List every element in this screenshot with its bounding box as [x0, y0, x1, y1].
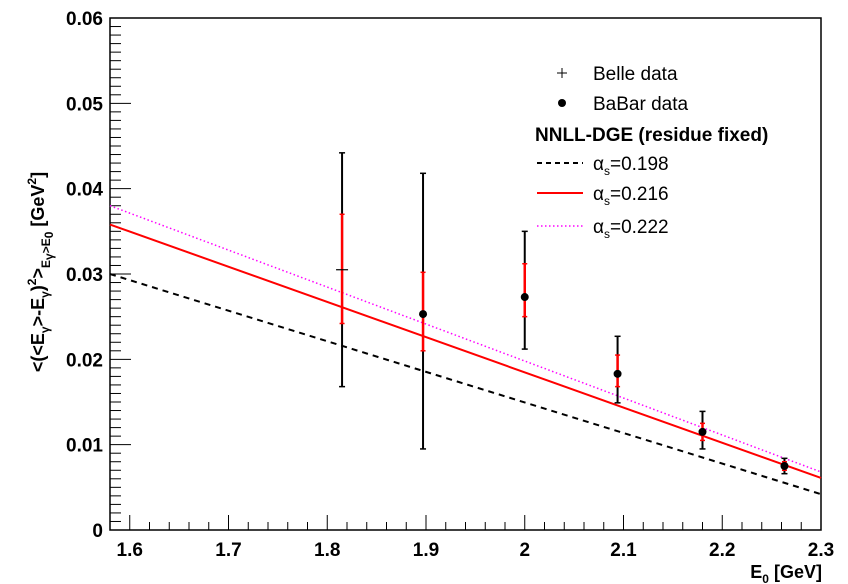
x-axis-title: E0 [GeV] [750, 562, 822, 584]
data-points [336, 152, 789, 475]
theory-curve-0 [109, 273, 822, 496]
y-tick-label: 0 [92, 521, 103, 542]
legend-label-216: αs=0.216 [593, 184, 669, 208]
babar-marker [698, 427, 707, 436]
y-axis-title: <(<Eγ>-Eγ)2>Eγ>E0 [GeV2] [25, 172, 56, 372]
x-tick-label: 1.8 [314, 540, 340, 561]
legend-label-198: αs=0.198 [593, 154, 669, 178]
theory-curves [109, 205, 822, 496]
x-tick-label: 2 [519, 540, 530, 561]
theory-curve-1 [109, 223, 822, 479]
x-tick-label: 1.7 [215, 540, 241, 561]
x-tick-label: 1.6 [117, 540, 143, 561]
x-axis: 1.6 1.7 1.8 1.9 2 2.1 2.2 2.3 [109, 515, 834, 561]
legend-header: NNLL-DGE (residue fixed) [535, 125, 768, 146]
babar-marker [613, 369, 622, 378]
y-tick-label: 0.02 [66, 350, 103, 371]
x-tick-label: 2.2 [709, 540, 735, 561]
y-tick-label: 0.01 [66, 436, 103, 457]
y-tick-label: 0.05 [66, 94, 103, 115]
x-tick-label: 1.9 [413, 540, 439, 561]
y-tick-label: 0.03 [66, 265, 103, 286]
legend-belle-label: Belle data [593, 64, 678, 85]
babar-marker [520, 293, 529, 302]
y-tick-label: 0.04 [66, 180, 103, 201]
legend: Belle data BaBar data NNLL-DGE (residue … [535, 64, 768, 241]
legend-label-222: αs=0.222 [593, 217, 669, 241]
legend-babar-label: BaBar data [593, 94, 688, 115]
y-axis: 0 0.01 0.02 0.03 0.04 0.05 0.06 [66, 9, 131, 542]
legend-babar-marker [558, 99, 566, 107]
babar-marker [780, 462, 789, 470]
x-tick-label: 2.1 [610, 540, 637, 561]
theory-curve-2 [109, 205, 822, 473]
babar-marker [419, 310, 428, 319]
legend-belle-marker [557, 68, 567, 78]
x-tick-label: 2.3 [808, 540, 834, 561]
y-tick-label: 0.06 [66, 9, 103, 30]
plot-frame [109, 17, 822, 531]
